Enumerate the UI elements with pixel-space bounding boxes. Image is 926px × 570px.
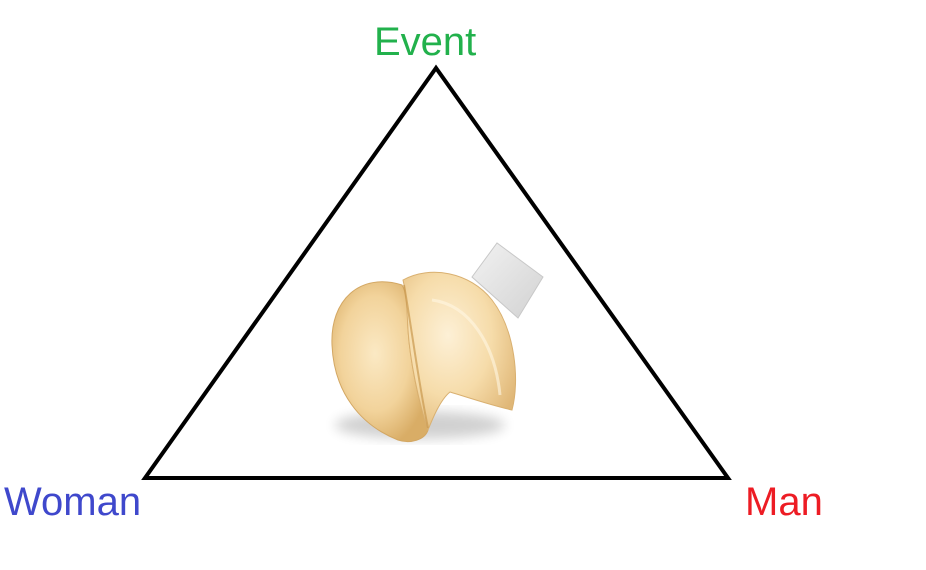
fortune-cookie-image [331, 242, 544, 443]
triangle [141, 64, 732, 480]
vertex-label-woman: Woman [4, 480, 142, 524]
fortune-paper [471, 242, 544, 319]
vertex-label-event: Event [374, 20, 477, 64]
vertex-label-man: Man [745, 480, 823, 524]
